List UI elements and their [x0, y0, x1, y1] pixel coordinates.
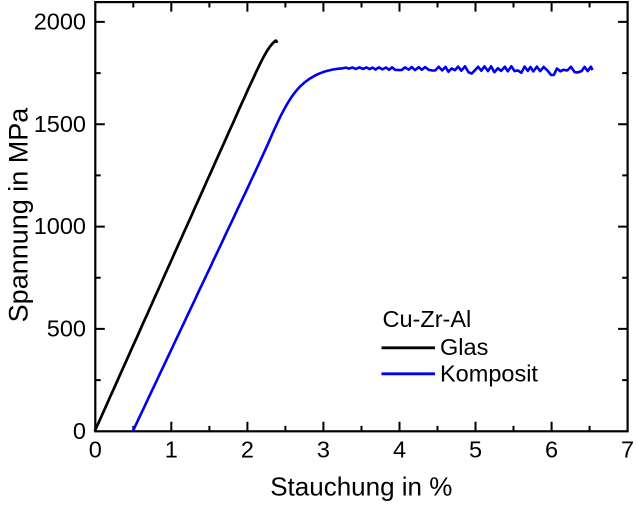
svg-text:5: 5: [469, 437, 482, 463]
svg-text:2000: 2000: [34, 9, 86, 35]
svg-text:500: 500: [47, 316, 86, 342]
svg-text:Glas: Glas: [440, 334, 488, 360]
svg-text:1: 1: [165, 437, 178, 463]
svg-text:Stauchung in %: Stauchung in %: [270, 472, 452, 502]
svg-text:Cu-Zr-Al: Cu-Zr-Al: [383, 306, 472, 332]
svg-text:Komposit: Komposit: [440, 361, 538, 387]
svg-text:2: 2: [241, 437, 254, 463]
svg-text:Spannung in MPa: Spannung in MPa: [4, 107, 34, 323]
svg-text:1500: 1500: [34, 111, 86, 137]
svg-text:7: 7: [621, 437, 634, 463]
svg-text:3: 3: [317, 437, 330, 463]
svg-text:1000: 1000: [34, 213, 86, 239]
svg-text:4: 4: [393, 437, 406, 463]
svg-text:0: 0: [73, 418, 86, 444]
svg-text:0: 0: [89, 437, 102, 463]
svg-text:6: 6: [545, 437, 558, 463]
